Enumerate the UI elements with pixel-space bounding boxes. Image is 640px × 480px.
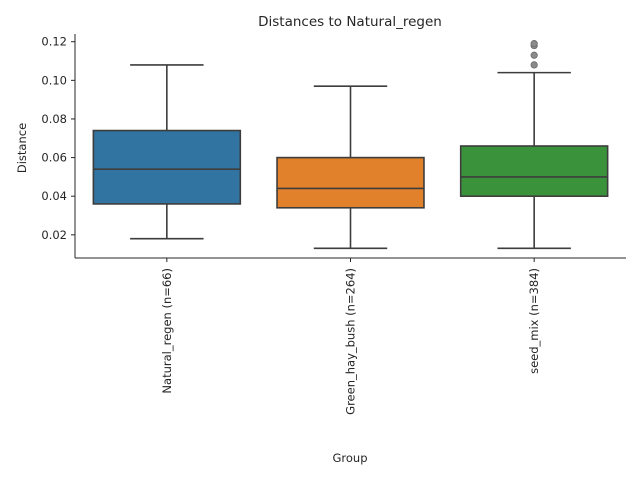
y-tick-label: 0.02 bbox=[41, 228, 67, 242]
box-body bbox=[92, 129, 242, 205]
x-tick-label: Green_hay_bush (n=264) bbox=[344, 268, 358, 415]
x-tick-label: seed_mix (n=384) bbox=[527, 268, 541, 374]
chart-title: Distances to Natural_regen bbox=[258, 14, 442, 30]
y-tick-label: 0.04 bbox=[41, 189, 67, 203]
box-body bbox=[276, 156, 425, 209]
box-group bbox=[276, 85, 425, 250]
y-tick-label: 0.06 bbox=[41, 151, 67, 165]
x-ticks: Natural_regen (n=66) Green_hay_bush (n=26… bbox=[160, 258, 541, 415]
box-group bbox=[92, 64, 242, 240]
y-tick-label: 0.12 bbox=[41, 35, 67, 49]
box-group bbox=[459, 40, 609, 250]
y-tick-label: 0.08 bbox=[41, 112, 67, 126]
x-axis-label: Group bbox=[332, 451, 367, 465]
outlier-point bbox=[530, 61, 538, 69]
outlier-point bbox=[530, 40, 538, 48]
x-tick-label: Natural_regen (n=66) bbox=[160, 268, 174, 394]
y-axis-label: Distance bbox=[15, 123, 29, 173]
box-body bbox=[459, 145, 609, 198]
plot-area bbox=[92, 40, 609, 250]
y-ticks: 0.02 0.04 0.06 0.08 0.10 0.12 bbox=[41, 35, 75, 242]
y-tick-label: 0.10 bbox=[41, 73, 67, 87]
outlier-point bbox=[530, 51, 538, 59]
